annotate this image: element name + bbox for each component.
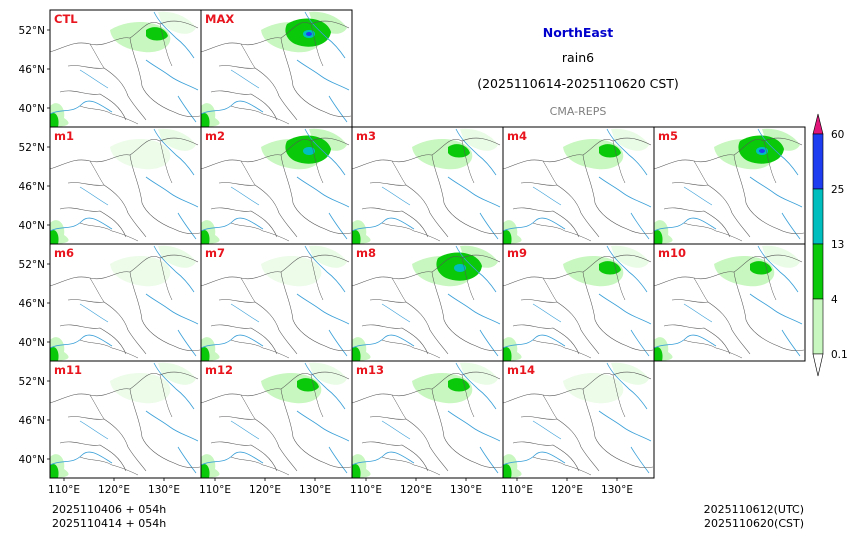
rain-field-m4 — [503, 128, 649, 244]
map-panel-m6: m6 52°N 46°N 40°N — [19, 243, 202, 362]
lat-tick-label: 52°N — [19, 259, 45, 271]
member-label: m6 — [54, 246, 74, 260]
map-panel-m5: m5 — [653, 126, 806, 245]
lat-tick-label: 52°N — [19, 142, 45, 154]
map-panel-m4: m4 — [502, 126, 655, 245]
rain-field-m9 — [503, 245, 649, 361]
colorbar-extend-top — [812, 113, 824, 135]
member-label: m5 — [658, 129, 678, 143]
map-panel-m11: m11 52°N 46°N 40°N 110°E 120°E 130°E — [19, 360, 202, 496]
member-label: m13 — [356, 363, 384, 377]
member-label: m3 — [356, 129, 376, 143]
member-label: m2 — [205, 129, 225, 143]
rain-field-m11 — [50, 362, 196, 478]
lon-tick-label: 110°E — [350, 484, 382, 496]
model-source: CMA-REPS — [550, 105, 607, 118]
colorbar-label-60: 60 — [831, 129, 844, 141]
region-title: NorthEast — [543, 25, 614, 40]
rain-field-m14 — [503, 362, 649, 478]
rain-field-ctl — [50, 11, 196, 127]
rain-field-m6 — [50, 245, 196, 361]
map-panel-ctl: CTL 52°N 46°N 40°N — [19, 9, 202, 128]
map-panel-m14: m14 110°E 120°E 130°E — [501, 360, 655, 496]
lat-tick-label: 46°N — [19, 181, 45, 193]
panel-frame — [653, 243, 806, 362]
map-panel-m2: m2 — [200, 126, 353, 245]
rain-field-m12 — [201, 362, 347, 478]
lon-tick-label: 120°E — [249, 484, 281, 496]
init-time-line-1: 2025110406 + 054h — [52, 503, 166, 516]
map-panel-m9: m9 — [502, 243, 655, 362]
lon-tick-label: 110°E — [48, 484, 80, 496]
lon-tick-label: 110°E — [501, 484, 533, 496]
lat-tick-label: 52°N — [19, 376, 45, 388]
rain-field-max — [201, 11, 347, 127]
lon-tick-label: 130°E — [299, 484, 331, 496]
colorbar-label-13: 13 — [831, 239, 844, 251]
lat-tick-label: 40°N — [19, 454, 45, 466]
member-label: m4 — [507, 129, 527, 143]
valid-time-utc: 2025110612(UTC) — [704, 503, 804, 516]
lat-tick-label: 40°N — [19, 103, 45, 115]
lon-tick-label: 130°E — [601, 484, 633, 496]
lon-tick-label: 120°E — [400, 484, 432, 496]
member-label: m9 — [507, 246, 527, 260]
map-panel-m13: m13 110°E 120°E 130°E — [350, 360, 504, 496]
colorbar-label-25: 25 — [831, 184, 844, 196]
lon-tick-label: 130°E — [450, 484, 482, 496]
lat-tick-label: 46°N — [19, 64, 45, 76]
lat-tick-label: 46°N — [19, 298, 45, 310]
valid-period: (2025110614-2025110620 CST) — [477, 76, 679, 91]
rain-colorbar: 60 25 13 4 0.1 — [812, 113, 848, 377]
map-panel-m8: m8 — [351, 243, 504, 362]
lat-tick-label: 40°N — [19, 220, 45, 232]
map-panel-m12: m12 110°E 120°E 130°E — [199, 360, 353, 496]
member-label: m14 — [507, 363, 535, 377]
panel-frame — [502, 360, 655, 479]
rain-field-m2 — [201, 128, 347, 244]
rain-field-m1 — [50, 128, 196, 244]
rain-field-m7 — [201, 245, 347, 361]
colorbar-extend-bottom — [812, 353, 824, 377]
colorbar-bin-25-60 — [812, 133, 824, 190]
rain-field-m10 — [654, 245, 800, 361]
member-label: CTL — [54, 12, 78, 26]
map-panel-m3: m3 — [351, 126, 504, 245]
colorbar-bin-0.1-4 — [812, 298, 824, 355]
lat-tick-label: 40°N — [19, 337, 45, 349]
map-panel-m7: m7 — [200, 243, 353, 362]
rain-field-m3 — [352, 128, 498, 244]
map-panel-m1: m1 52°N 46°N 40°N — [19, 126, 202, 245]
member-label: m12 — [205, 363, 233, 377]
member-label: m11 — [54, 363, 82, 377]
lon-tick-label: 120°E — [551, 484, 583, 496]
lon-tick-label: 110°E — [199, 484, 231, 496]
colorbar-label-4: 4 — [831, 294, 838, 306]
lat-tick-label: 52°N — [19, 25, 45, 37]
member-label: m10 — [658, 246, 686, 260]
valid-time-cst: 2025110620(CST) — [704, 517, 804, 530]
map-panel-max: MAX — [200, 9, 353, 128]
rain-field-m13 — [352, 362, 498, 478]
member-label: m7 — [205, 246, 225, 260]
lon-tick-label: 120°E — [98, 484, 130, 496]
member-label: m1 — [54, 129, 74, 143]
map-panel-m10: m10 — [653, 243, 806, 362]
lat-tick-label: 46°N — [19, 415, 45, 427]
lon-tick-label: 130°E — [148, 484, 180, 496]
init-time-line-2: 2025110414 + 054h — [52, 517, 166, 530]
colorbar-bin-4-13 — [812, 243, 824, 300]
member-label: MAX — [205, 12, 234, 26]
colorbar-bin-13-25 — [812, 188, 824, 245]
member-label: m8 — [356, 246, 376, 260]
colorbar-label-0.1: 0.1 — [831, 349, 848, 361]
variable-name: rain6 — [562, 50, 594, 65]
